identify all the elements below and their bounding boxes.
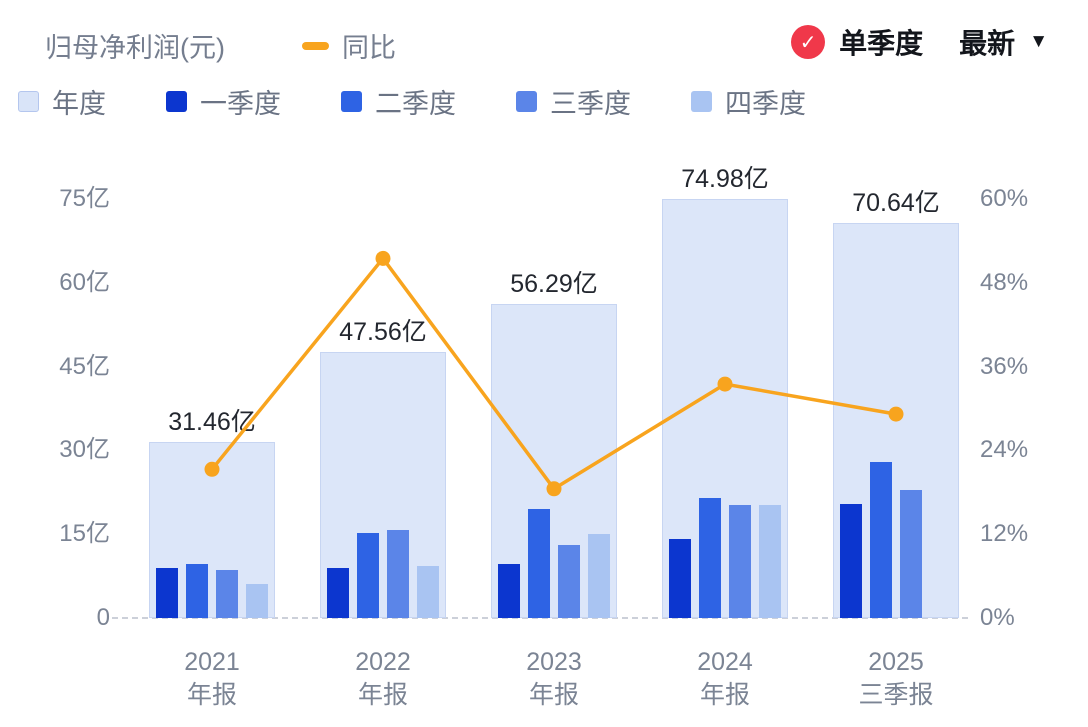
legend-item-q2: 二季度 bbox=[341, 82, 456, 121]
y-axis-tick-left: 15亿 bbox=[59, 520, 110, 548]
legend-item-q4: 四季度 bbox=[691, 82, 806, 121]
q1-bar-2021[interactable] bbox=[156, 567, 178, 618]
y-axis-tick-right: 0% bbox=[980, 604, 1015, 631]
annual-value-label-2025: 70.64亿 bbox=[852, 189, 940, 218]
q3-bar-2022[interactable] bbox=[387, 530, 409, 618]
single-quarter-check-icon[interactable]: ✓ bbox=[791, 25, 826, 59]
q3-bar-2025[interactable] bbox=[900, 490, 922, 618]
legend-item-q1: 一季度 bbox=[166, 82, 281, 121]
legend-swatch bbox=[18, 91, 39, 112]
y-axis-tick-right: 24% bbox=[980, 436, 1029, 464]
q4-bar-2022[interactable] bbox=[417, 566, 439, 618]
q3-bar-2021[interactable] bbox=[216, 569, 238, 618]
x-axis-label-2023: 2023 年报 bbox=[526, 648, 582, 709]
y-axis-tick-left: 0 bbox=[96, 604, 110, 631]
legend-swatch bbox=[691, 91, 712, 112]
q2-bar-2021[interactable] bbox=[186, 564, 208, 618]
series-legend: 年度 一季度 二季度 三季度 四季度 bbox=[18, 82, 806, 121]
q1-bar-2025[interactable] bbox=[840, 504, 862, 618]
yoy-line-legend: 同比 bbox=[302, 26, 396, 65]
y-axis-tick-left: 75亿 bbox=[59, 185, 110, 212]
annual-value-label-2022: 47.56亿 bbox=[339, 318, 427, 347]
yoy-point-2022 bbox=[375, 250, 391, 266]
chart-header: 归母净利润(元) 同比 ✓ 单季度 最新 ▼ bbox=[0, 22, 1088, 66]
zero-baseline bbox=[112, 617, 968, 619]
legend-label: 二季度 bbox=[375, 89, 456, 119]
q1-bar-2023[interactable] bbox=[498, 564, 520, 618]
q2-bar-2022[interactable] bbox=[357, 533, 379, 618]
yoy-line-legend-swatch bbox=[302, 41, 329, 50]
y-axis-tick-right: 48% bbox=[980, 268, 1029, 296]
legend-swatch bbox=[166, 91, 187, 112]
latest-selector[interactable]: 最新 bbox=[959, 28, 1016, 59]
legend-label: 一季度 bbox=[200, 89, 281, 119]
annual-value-label-2021: 31.46亿 bbox=[168, 408, 256, 437]
single-quarter-toggle[interactable]: 单季度 bbox=[839, 28, 924, 59]
q2-bar-2024[interactable] bbox=[699, 498, 721, 618]
x-axis-label-2021: 2021 年报 bbox=[184, 648, 240, 709]
y-axis-tick-right: 60% bbox=[980, 185, 1029, 212]
legend-label: 年度 bbox=[52, 89, 106, 119]
legend-item-annual: 年度 bbox=[18, 82, 106, 121]
q2-bar-2023[interactable] bbox=[528, 509, 550, 618]
q1-bar-2022[interactable] bbox=[327, 568, 349, 618]
q3-bar-2024[interactable] bbox=[729, 505, 751, 618]
annual-value-label-2024: 74.98亿 bbox=[681, 165, 769, 194]
legend-swatch bbox=[341, 91, 362, 112]
y-axis-tick-right: 12% bbox=[980, 520, 1029, 548]
y-axis-tick-left: 60亿 bbox=[59, 268, 110, 296]
x-axis-label-2025: 2025 三季报 bbox=[858, 648, 934, 709]
q4-bar-2021[interactable] bbox=[246, 583, 268, 618]
q4-bar-2024[interactable] bbox=[759, 505, 781, 618]
q4-bar-2023[interactable] bbox=[588, 534, 610, 618]
q1-bar-2024[interactable] bbox=[669, 539, 691, 618]
annual-value-label-2023: 56.29亿 bbox=[510, 269, 598, 298]
q2-bar-2025[interactable] bbox=[870, 461, 892, 618]
chevron-down-icon[interactable]: ▼ bbox=[1029, 31, 1048, 52]
y-axis-tick-left: 30亿 bbox=[59, 436, 110, 464]
x-axis-label-2024: 2024 年报 bbox=[697, 648, 753, 709]
chart-title: 归母净利润(元) bbox=[45, 33, 225, 63]
q3-bar-2023[interactable] bbox=[558, 545, 580, 618]
legend-swatch bbox=[516, 91, 537, 112]
legend-label: 四季度 bbox=[725, 89, 806, 119]
legend-label: 三季度 bbox=[550, 89, 631, 119]
y-axis-tick-left: 45亿 bbox=[59, 352, 110, 380]
legend-item-q3: 三季度 bbox=[516, 82, 631, 121]
yoy-line-legend-label: 同比 bbox=[342, 33, 396, 63]
x-axis-label-2022: 2022 年报 bbox=[355, 648, 411, 709]
y-axis-tick-right: 36% bbox=[980, 352, 1029, 380]
header-controls: ✓ 单季度 最新 ▼ bbox=[791, 22, 1048, 62]
